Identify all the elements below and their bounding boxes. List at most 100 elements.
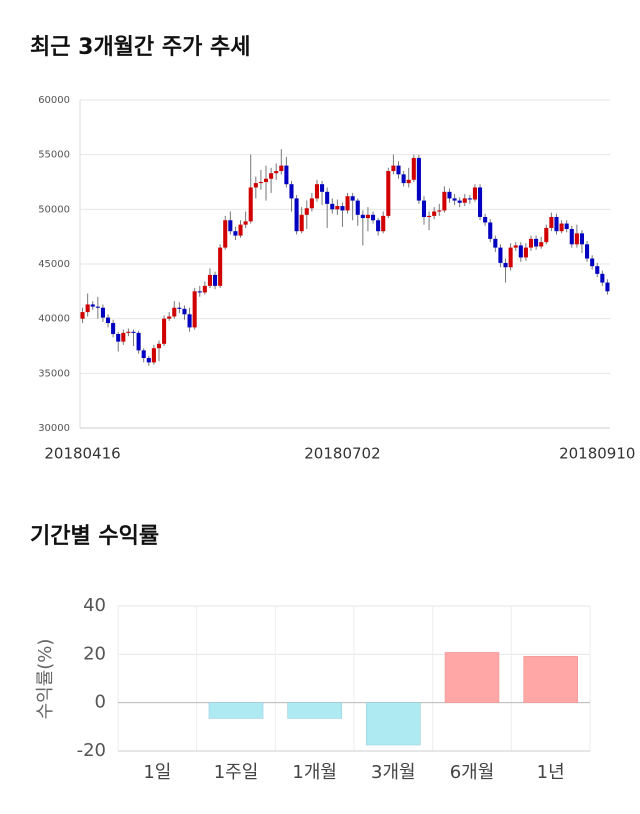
y-tick-label: 55000	[38, 150, 70, 161]
candle-body	[340, 206, 345, 211]
candle-body	[579, 233, 585, 245]
candle-body	[202, 285, 207, 293]
candle-body	[299, 214, 304, 232]
candle-body	[370, 214, 376, 221]
bar	[287, 702, 342, 719]
y-tick-label: 50000	[38, 204, 70, 215]
candle-body	[569, 229, 574, 245]
candle-body	[600, 273, 605, 283]
candle-body	[207, 274, 212, 286]
y-tick-label: 40	[83, 595, 106, 616]
y-axis-label: 수익률(%)	[35, 639, 56, 720]
chart-title: 기간별 수익률	[30, 524, 159, 549]
candle-body	[90, 304, 95, 307]
candle-body	[432, 211, 437, 216]
candle-body	[121, 332, 126, 342]
x-tick-label: 1년	[537, 762, 565, 783]
candle-body	[320, 184, 325, 192]
candle-body	[396, 165, 401, 175]
candle-body	[544, 227, 549, 243]
candle-body	[554, 216, 559, 232]
x-tick-label: 1일	[143, 762, 171, 783]
candle-body	[386, 171, 391, 216]
y-tick-label: 20	[83, 643, 106, 664]
candle-body	[116, 333, 121, 342]
candle-body	[355, 200, 360, 215]
bar	[523, 655, 578, 703]
candle-body	[421, 200, 427, 217]
candle-body	[452, 198, 457, 201]
y-tick-label: 40000	[38, 314, 70, 325]
candle-body	[223, 220, 228, 248]
candle-body	[253, 183, 258, 188]
candle-body	[304, 208, 309, 215]
candle-body	[585, 244, 590, 259]
candle-body	[381, 215, 386, 232]
candle-body	[401, 174, 406, 184]
candle-body	[111, 323, 116, 334]
candle-body	[539, 242, 544, 247]
bar	[366, 702, 421, 746]
candle-body	[472, 187, 477, 200]
candle-body	[462, 198, 467, 203]
candle-body	[518, 245, 523, 258]
candle-body	[478, 187, 483, 217]
candle-body	[457, 200, 462, 203]
candle-body	[350, 196, 355, 201]
candle-body	[523, 247, 528, 258]
candle-body	[162, 318, 167, 344]
candle-body	[218, 247, 223, 286]
candle-body	[411, 157, 416, 180]
candle-body	[406, 179, 411, 184]
candle-body	[95, 306, 100, 308]
candle-body	[177, 307, 182, 309]
candle-body	[503, 262, 508, 268]
x-tick-label: 1개월	[292, 762, 337, 783]
candle-body	[248, 187, 253, 222]
candle-body	[243, 221, 248, 225]
candle-body	[294, 198, 299, 232]
candle-body	[498, 247, 503, 263]
candle-body	[513, 245, 518, 248]
candle-body	[269, 173, 274, 179]
candle-body	[508, 247, 513, 268]
candle-body	[590, 258, 595, 267]
candle-body	[376, 220, 381, 232]
candle-body	[488, 222, 493, 239]
candle-body	[258, 182, 263, 184]
candle-body	[574, 233, 579, 245]
candle-body	[238, 224, 243, 236]
candle-body	[131, 331, 136, 333]
bar	[208, 702, 264, 719]
candle-body	[146, 358, 151, 363]
candle-body	[263, 178, 269, 182]
candle-body	[528, 238, 534, 248]
candle-body	[447, 191, 452, 199]
candle-body	[100, 307, 105, 318]
candle-body	[335, 206, 340, 210]
x-tick-label: 20180910	[559, 445, 635, 463]
candle-body	[595, 266, 600, 274]
candle-body	[289, 184, 294, 199]
candle-body	[467, 198, 472, 200]
candle-body	[187, 314, 192, 328]
candle-body	[360, 214, 365, 219]
candle-body	[325, 191, 330, 204]
candle-body	[391, 165, 396, 172]
candle-body	[141, 350, 146, 359]
candle-body	[330, 203, 335, 210]
x-tick-label: 3개월	[371, 762, 416, 783]
candle-body	[228, 220, 233, 232]
x-tick-label: 20180416	[44, 445, 120, 463]
candle-body	[314, 184, 320, 199]
candle-body	[136, 332, 141, 351]
candle-body	[197, 291, 202, 293]
candle-body	[534, 238, 539, 247]
candle-body	[274, 171, 279, 174]
candle-body	[549, 216, 554, 228]
candle-body	[172, 307, 177, 317]
y-tick-label: 60000	[38, 95, 70, 106]
candle-body	[167, 316, 172, 319]
